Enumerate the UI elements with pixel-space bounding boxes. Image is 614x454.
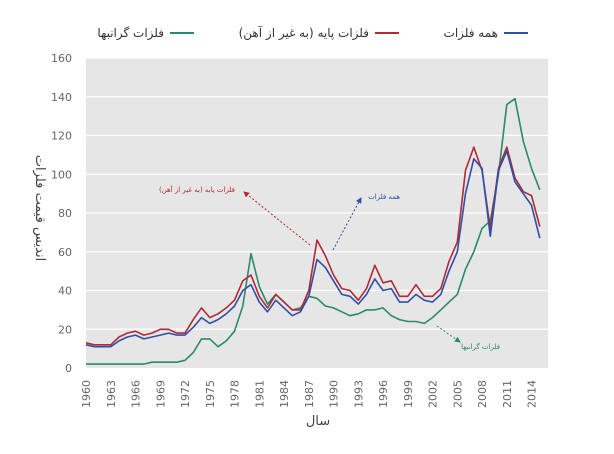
annotation-arrow-all-metals: [332, 197, 362, 251]
legend: همه فلزات فلزات پایه (به غیر از آهن) فلز…: [97, 25, 528, 41]
x-tick-label: 1996: [377, 380, 390, 408]
x-tick-label: 1993: [352, 380, 365, 408]
x-tick-label: 1999: [402, 380, 415, 408]
x-tick-label: 2014: [526, 380, 539, 408]
annotation-precious-metals: فلزات گرانبها: [461, 342, 500, 351]
annotation-arrow-precious-metals: [436, 325, 461, 343]
y-tick-label: 40: [58, 285, 72, 298]
legend-label-base-metals: فلزات پایه (به غیر از آهن): [239, 25, 369, 41]
annotations: فلزات پایه (به غیر از آهن) همه فلزات فلز…: [159, 185, 500, 351]
x-tick-label: 1963: [105, 380, 118, 408]
annotation-base-metals: فلزات پایه (به غیر از آهن): [159, 185, 235, 194]
series-line-0: [85, 150, 541, 348]
y-tick-label: 20: [58, 323, 72, 336]
y-tick-label: 100: [51, 168, 72, 181]
x-tick-label: 1960: [80, 380, 93, 408]
y-tick-label: 120: [51, 130, 72, 143]
series-line-2: [86, 97, 541, 365]
y-tick-label: 60: [58, 246, 72, 259]
x-tick-label: 1978: [229, 380, 242, 408]
y-axis-ticks: 0 20 40 60 80 100 120 140 160: [51, 52, 72, 375]
legend-item-precious-metals: فلزات گرانبها: [97, 26, 194, 41]
x-tick-label: 2002: [427, 380, 440, 408]
x-tick-label: 1990: [328, 380, 341, 408]
series-lines: [85, 97, 541, 365]
x-tick-label: 2005: [451, 380, 464, 408]
y-tick-label: 80: [58, 207, 72, 220]
legend-label-all-metals: همه فلزات: [444, 26, 498, 41]
x-tick-label: 1987: [303, 380, 316, 408]
y-tick-label: 140: [51, 91, 72, 104]
x-tick-label: 2008: [476, 380, 489, 408]
x-tick-label: 1981: [253, 380, 266, 408]
y-axis-title: اندیس قیمت فلزات: [32, 155, 47, 261]
y-tick-label: 160: [51, 52, 72, 65]
legend-item-all-metals: همه فلزات: [444, 26, 528, 41]
x-axis-title: سال: [306, 414, 330, 429]
x-tick-label: 1966: [130, 380, 143, 408]
x-axis-ticks: 1960 1963 1966 1969 1972 1975 1978 1981 1984 1987…: [80, 380, 539, 408]
x-tick-label: 1969: [154, 380, 167, 408]
series-line-1: [85, 146, 541, 346]
x-tick-label: 2011: [501, 380, 514, 408]
annotation-all-metals: همه فلزات: [368, 193, 400, 201]
x-tick-label: 1972: [179, 380, 192, 408]
x-tick-label: 1975: [204, 380, 217, 408]
legend-item-base-metals: فلزات پایه (به غیر از آهن): [239, 25, 399, 41]
x-tick-label: 1984: [278, 380, 291, 408]
y-tick-label: 0: [65, 362, 72, 375]
legend-label-precious-metals: فلزات گرانبها: [97, 26, 164, 41]
